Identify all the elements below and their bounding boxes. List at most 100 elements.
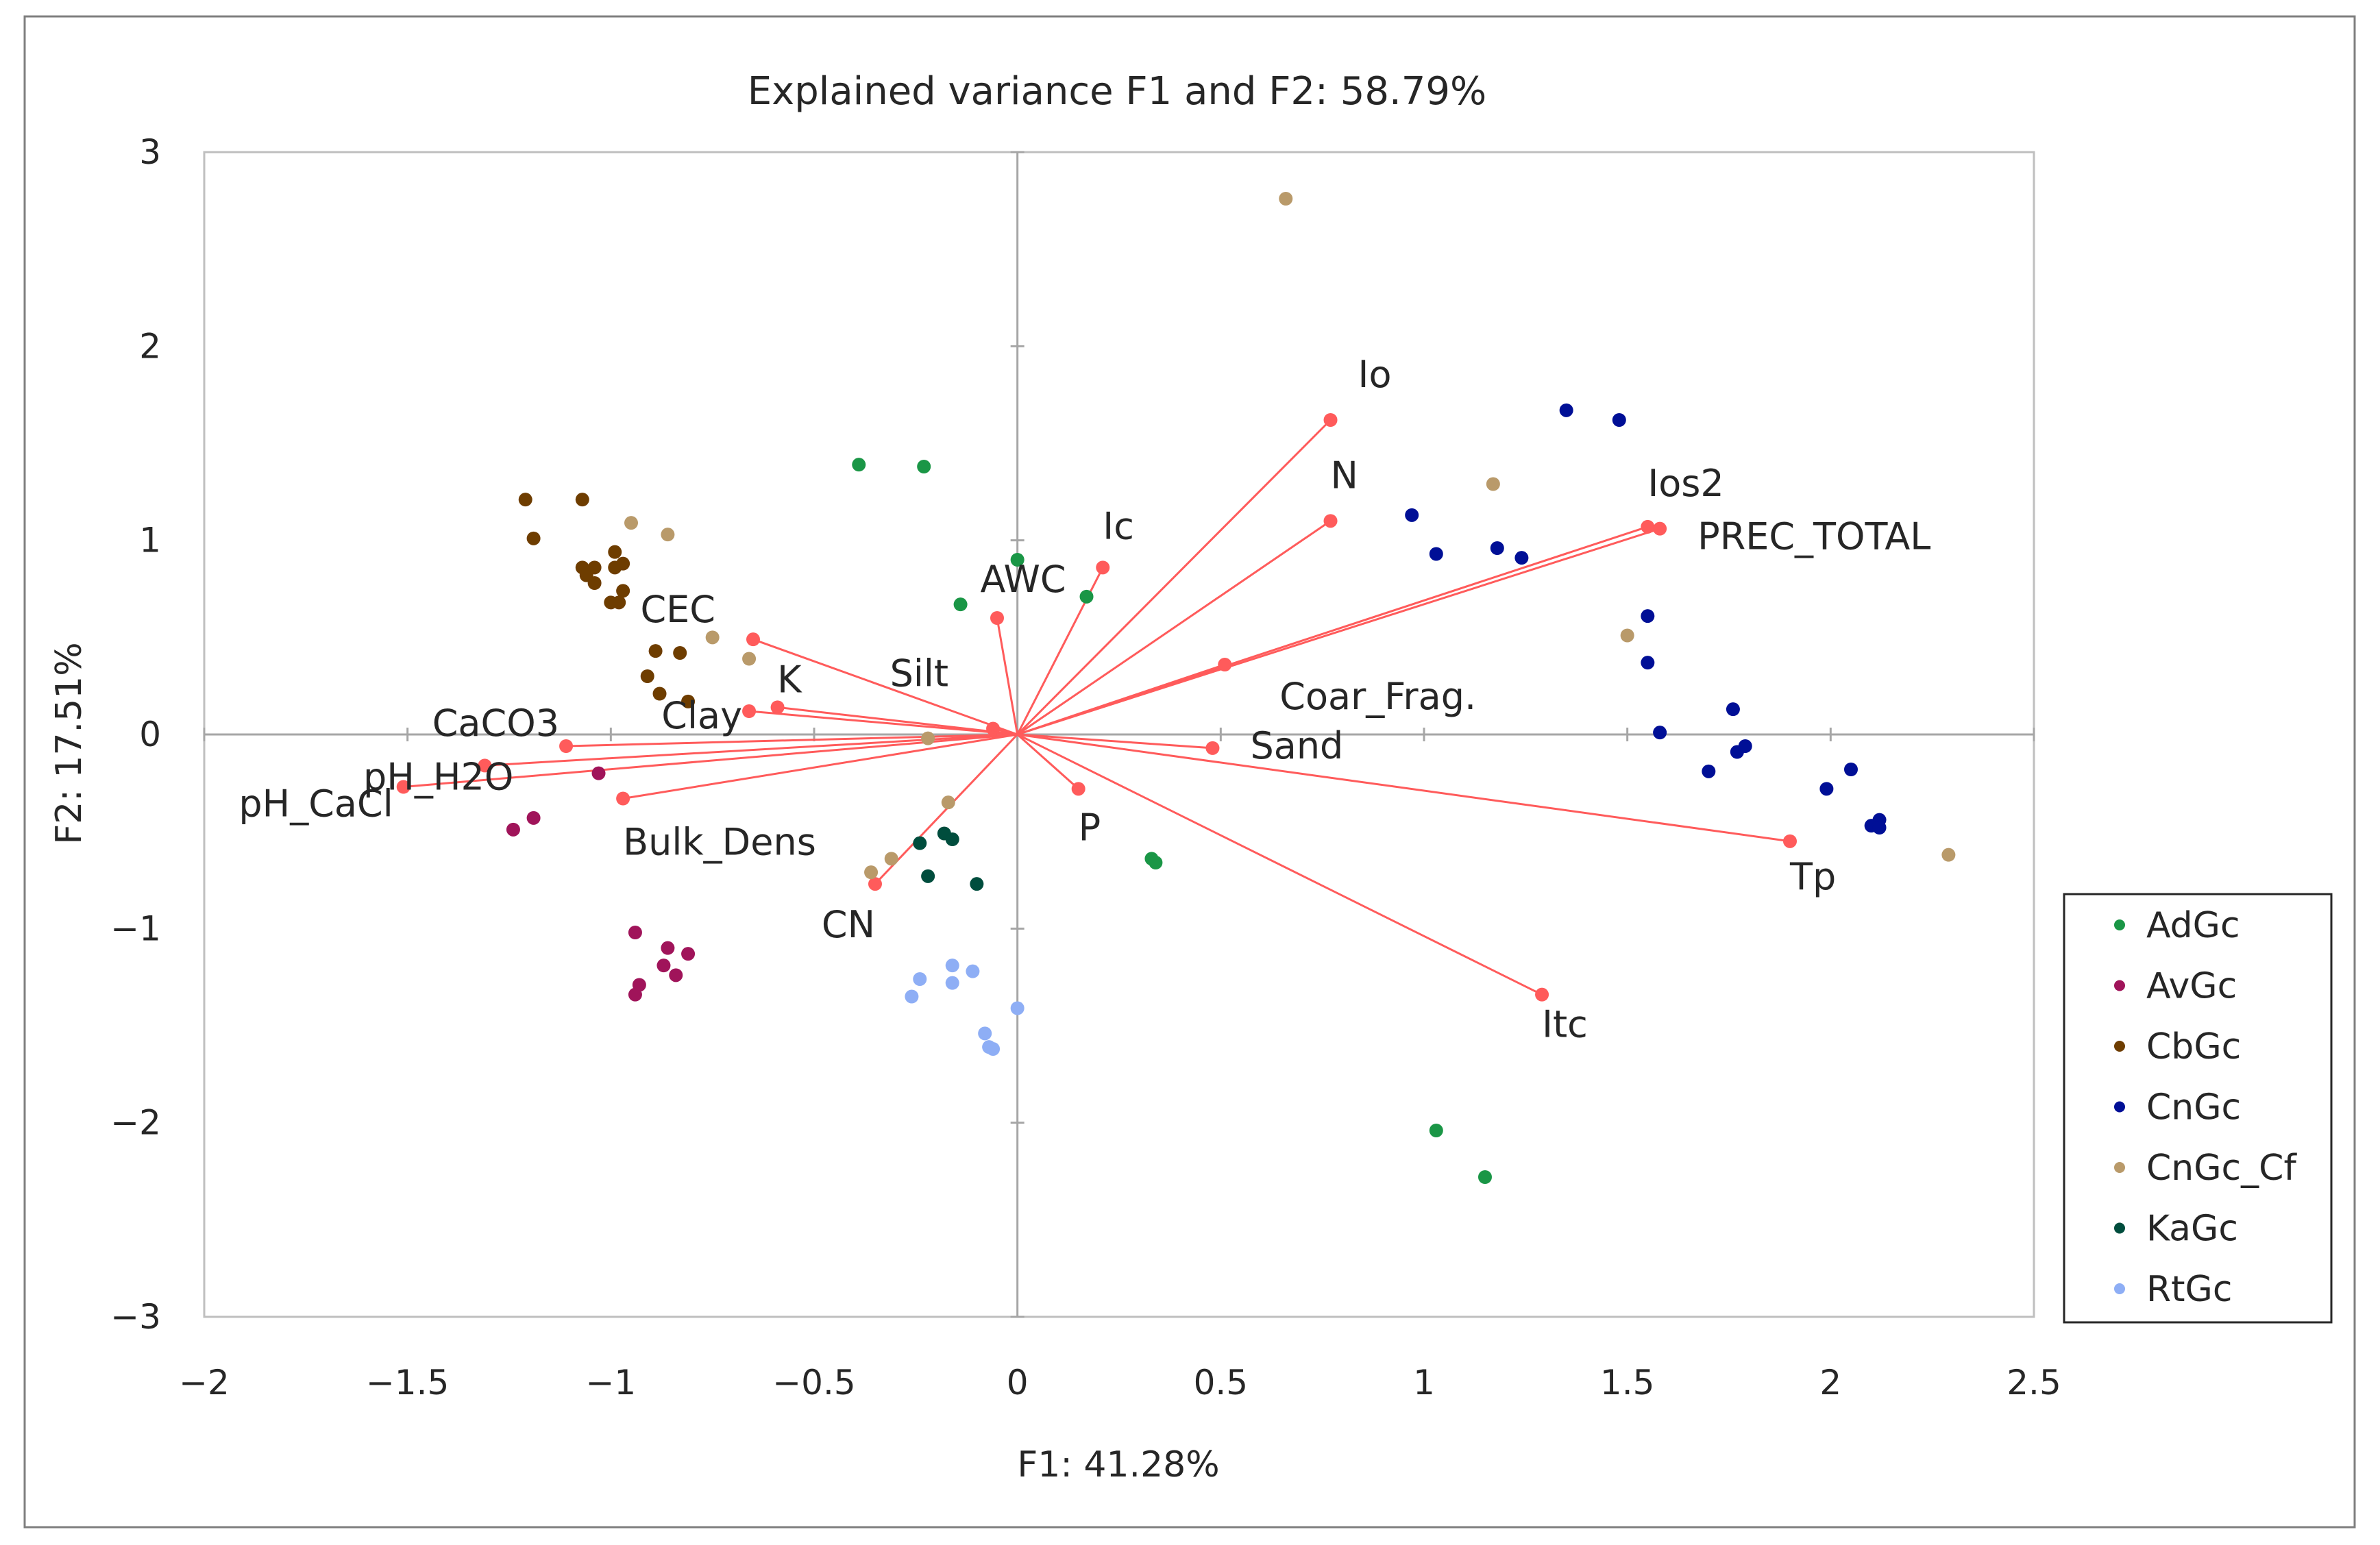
point-kagc — [921, 869, 935, 883]
point-rtgc — [913, 972, 927, 986]
legend-label-avgc: AvGc — [2146, 966, 2237, 1007]
point-cngc_cf — [921, 731, 935, 745]
point-cbgc — [604, 595, 618, 610]
point-cngc_cf — [661, 528, 675, 542]
point-kagc — [970, 877, 984, 891]
x-tick-label: 1 — [1413, 1363, 1435, 1402]
point-cbgc — [575, 493, 589, 507]
point-adgc — [1478, 1170, 1492, 1184]
variable-label-p: P — [1079, 806, 1101, 849]
point-cngc_cf — [742, 652, 757, 666]
point-avgc — [661, 941, 675, 955]
legend-marker-cngc_cf — [2114, 1162, 2125, 1173]
point-cbgc — [673, 646, 687, 660]
vector-tip-ph_h2o — [478, 758, 492, 773]
vector-tip-cec — [746, 632, 760, 647]
point-adgc — [852, 458, 866, 472]
tick-labels: −2 −1.5 −1 −0.5 0 0.5 1 1.5 2 2.5 3 2 1 0 −1 −2 −3 — [110, 132, 2061, 1402]
vector-tip-caco3 — [559, 739, 574, 753]
vector-p — [1016, 733, 1079, 790]
variable-label-tp: Tp — [1789, 855, 1836, 898]
point-cngc_cf — [624, 516, 638, 530]
legend-label-cngc: CnGc — [2146, 1087, 2241, 1128]
point-cngc_cf — [1620, 628, 1634, 643]
point-cngc — [1819, 782, 1834, 796]
point-cbgc — [652, 687, 667, 701]
point-cngc — [1844, 763, 1858, 776]
vector-tip-ios2 — [1641, 519, 1655, 534]
vector-tip-p — [1071, 782, 1085, 796]
vector-tip-bulk_dens — [616, 791, 630, 806]
point-cngc — [1641, 656, 1655, 670]
variable-label-clay: Clay — [661, 694, 742, 737]
x-tick-label: 0.5 — [1194, 1363, 1249, 1402]
vector-sand — [1017, 733, 1213, 750]
legend-label-kagc: KaGc — [2146, 1209, 2238, 1250]
point-avgc — [669, 968, 683, 982]
point-cngc_cf — [705, 630, 720, 645]
variable-label-cn: CN — [822, 903, 875, 946]
y-tick-label: −1 — [110, 909, 161, 948]
y-axis-title: F2: 17.51% — [49, 642, 90, 844]
point-avgc — [628, 987, 642, 1002]
x-tick-label: −0.5 — [772, 1363, 855, 1402]
legend-label-cngc_cf: CnGc_Cf — [2146, 1148, 2297, 1189]
variable-vectors — [396, 413, 1797, 1002]
variable-label-sand: Sand — [1250, 724, 1343, 767]
vector-prec_total — [1017, 528, 1660, 736]
point-avgc — [657, 959, 671, 973]
point-cngc — [1872, 821, 1887, 835]
point-adgc — [917, 460, 931, 473]
legend: AdGc AvGc CbGc CnGc CnGc_Cf KaGc RtGc — [2063, 893, 2333, 1324]
point-cngc — [1490, 541, 1504, 555]
vector-tip-sand — [1205, 741, 1220, 755]
legend-marker-avgc — [2114, 980, 2125, 991]
vector-itc — [1017, 733, 1543, 996]
vector-k — [777, 706, 1018, 736]
vector-cn — [874, 733, 1018, 885]
vector-tip-coar_frag. — [1218, 658, 1232, 671]
vector-tip-clay — [742, 704, 757, 718]
chart-outer-border — [23, 15, 2356, 1529]
y-tick-label: −3 — [110, 1297, 161, 1337]
vector-awc — [996, 617, 1019, 735]
y-tick-label: 3 — [139, 132, 161, 172]
legend-marker-adgc — [2114, 919, 2125, 930]
point-cngc_cf — [1486, 477, 1500, 491]
point-rtgc — [986, 1042, 1001, 1056]
point-adgc — [1079, 589, 1094, 604]
point-cbgc — [526, 531, 541, 545]
point-avgc — [681, 947, 696, 961]
point-cngc — [1726, 702, 1740, 717]
vector-tip-n — [1323, 514, 1338, 528]
variable-label-ic: Ic — [1103, 504, 1134, 547]
variable-label-silt: Silt — [890, 652, 948, 695]
legend-marker-cngc — [2114, 1101, 2125, 1113]
vector-clay — [748, 710, 1018, 736]
y-tick-label: 1 — [139, 521, 161, 560]
vector-io — [1016, 419, 1332, 736]
point-kagc — [945, 832, 959, 846]
x-tick-label: 0 — [1007, 1363, 1029, 1402]
variable-label-n: N — [1331, 454, 1358, 497]
point-rtgc — [1010, 1001, 1025, 1015]
point-cngc — [1429, 547, 1443, 561]
point-cbgc — [608, 545, 622, 559]
variable-label-ios2: Ios2 — [1647, 462, 1723, 505]
point-cbgc — [518, 493, 532, 507]
point-cbgc — [587, 576, 602, 590]
vector-tip-itc — [1535, 987, 1549, 1002]
legend-label-adgc: AdGc — [2146, 905, 2240, 946]
vector-caco3 — [566, 733, 1018, 747]
point-avgc — [628, 926, 642, 939]
vector-bulk_dens — [622, 733, 1018, 800]
vector-n — [1016, 520, 1332, 736]
point-rtgc — [945, 976, 959, 990]
vector-cec — [752, 638, 1018, 736]
variable-label-ph_cacl: pH_CaCl — [238, 782, 393, 826]
observation-points — [506, 192, 1956, 1184]
x-tick-label: 1.5 — [1600, 1363, 1655, 1402]
variable-label-prec_total: PREC_TOTAL — [1697, 515, 1930, 558]
point-cngc — [1641, 609, 1655, 623]
point-cngc_cf — [941, 795, 955, 810]
